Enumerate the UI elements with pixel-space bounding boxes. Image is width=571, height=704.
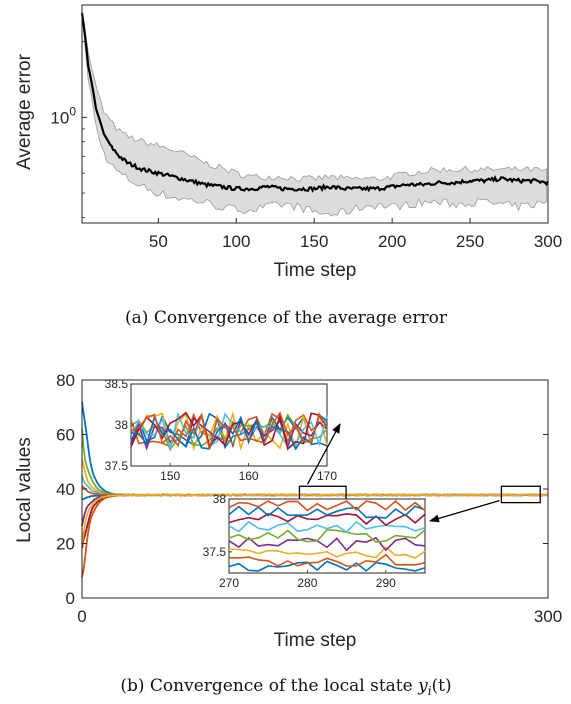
x-tick-label-a: 300 xyxy=(534,232,562,251)
inset-y-tick-label: 37.5 xyxy=(105,459,129,473)
x-tick-label-a: 100 xyxy=(222,232,250,251)
y-tick-label-b: 0 xyxy=(66,589,75,608)
caption-b-math: y xyxy=(417,676,428,696)
inset-line xyxy=(228,560,426,572)
inset-y-tick-label: 38 xyxy=(213,492,227,506)
caption-b-prefix: (b) Convergence of the local state xyxy=(120,676,418,696)
caption-b-sub: i xyxy=(428,684,432,698)
y-ticks-b: 0 20 40 60 80 xyxy=(56,371,548,608)
x-tick-label-a: 50 xyxy=(149,232,168,251)
y-tick-label-b: 60 xyxy=(56,426,75,445)
y-tick-label-exp: 0 xyxy=(69,104,76,118)
local-values-line-layer xyxy=(81,401,549,578)
inset-x-tick-label: 290 xyxy=(376,576,396,590)
error-range-band xyxy=(81,12,547,217)
inset-arrows xyxy=(306,423,500,523)
axes-frame-a xyxy=(81,4,549,224)
x-axis-label-a: Time step xyxy=(274,260,357,281)
inset-plots: 150 160 170 37.5 38 38.5 270 280 290 37.5 38 xyxy=(105,377,426,590)
y-tick-label-b: 20 xyxy=(56,535,75,554)
inset-line xyxy=(228,546,426,559)
x-axis-label-b: Time step xyxy=(274,630,357,651)
panel-average-error: 50 100 150 200 250 300 100 Average error Time… xyxy=(14,4,562,328)
caption-b-suffix: (t) xyxy=(432,676,452,696)
panel-local-values: 0 300 0 20 40 60 80 150 160 170 37.5 38 38.5 270 280… xyxy=(14,371,562,698)
mean-error-line xyxy=(80,12,549,193)
local-value-line xyxy=(81,493,549,545)
y-axis-label-b: Local values xyxy=(14,437,35,543)
inset-line xyxy=(228,500,426,512)
inset-line xyxy=(228,505,426,519)
inset-x-tick-label: 160 xyxy=(239,469,259,483)
inset-line xyxy=(130,411,328,450)
inset-line xyxy=(130,411,328,451)
inset-x-tick-label: 150 xyxy=(160,469,180,483)
inset-line xyxy=(228,553,426,567)
zoom-arrow-2 xyxy=(429,500,500,523)
y-ticks-a: 100 xyxy=(50,41,87,218)
inset-y-tick-label: 38 xyxy=(115,418,129,432)
inset-1: 150 160 170 37.5 38 38.5 xyxy=(105,377,338,483)
x-ticks-b: 0 300 xyxy=(77,593,562,626)
inset-x-tick-label: 170 xyxy=(317,469,337,483)
x-tick-label-a: 250 xyxy=(456,232,484,251)
caption-a: (a) Convergence of the average error xyxy=(125,308,448,328)
error-band-layer xyxy=(81,12,547,217)
y-tick-label-base: 10 xyxy=(50,108,69,127)
inset-line xyxy=(228,536,426,552)
highlight-box xyxy=(500,485,541,504)
x-tick-label-b: 0 xyxy=(77,607,86,626)
error-line-layer xyxy=(80,12,549,193)
y-tick-label-b: 40 xyxy=(56,480,75,499)
y-axis-label-a: Average error xyxy=(14,53,35,169)
inset-2: 270 280 290 37.5 38 xyxy=(203,492,426,590)
x-tick-label-a: 200 xyxy=(378,232,406,251)
x-tick-label-b: 300 xyxy=(534,607,562,626)
inset-y-tick-label: 38.5 xyxy=(105,377,129,391)
inset-line xyxy=(228,520,426,534)
inset-x-tick-label: 280 xyxy=(297,576,317,590)
inset-line xyxy=(228,528,426,543)
x-ticks-a: 50 100 150 200 250 300 xyxy=(149,218,562,251)
inset-y-tick-label: 37.5 xyxy=(203,545,227,559)
caption-b: (b) Convergence of the local state yi(t) xyxy=(120,676,451,698)
y-tick-label-a: 100 xyxy=(50,104,76,127)
inset-line xyxy=(130,413,328,451)
inset-x-tick-label: 270 xyxy=(219,576,239,590)
x-tick-label-a: 150 xyxy=(300,232,328,251)
y-tick-label-b: 80 xyxy=(56,371,75,390)
zoom-arrow-1 xyxy=(306,423,341,485)
